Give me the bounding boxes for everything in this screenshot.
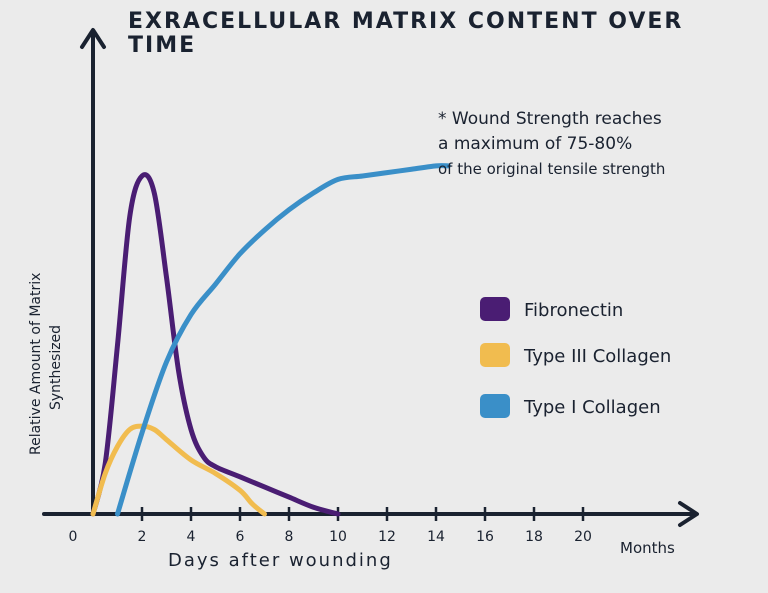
x-tick-label: 10 [329,529,347,545]
legend-item-type-i-collagen: Type I Collagen [480,394,661,418]
series-lines [90,163,451,517]
x-ticks: 0 2 4 6 8 10 12 14 16 18 20 [69,507,592,545]
x-tick-label: 18 [525,529,543,545]
legend-swatch-type-iii-collagen [480,343,510,367]
annotation-line-3: of the original tensile strength [438,160,665,178]
legend-label-fibronectin: Fibronectin [524,300,623,321]
legend-item-type-iii-collagen: Type III Collagen [480,343,671,367]
x-axis-label: Days after wounding [168,550,393,571]
legend-label-type-i-collagen: Type I Collagen [523,397,661,418]
chart-title-line-2: TIME [128,33,196,58]
chart-title-line-1: EXRACELLULAR MATRIX CONTENT OVER [128,9,683,34]
x-tick-label: 14 [427,529,445,545]
x-tick-label: 8 [285,529,294,545]
y-axis [80,28,106,516]
series-line-type-i-collagen [115,163,451,517]
x-tick-label: 20 [574,529,592,545]
x-tick-label: 6 [236,529,245,545]
y-axis-label-line-2: Synthesized [48,325,64,410]
x-tick-label: 12 [378,529,396,545]
annotation-line-2: a maximum of 75-80% [438,134,632,154]
annotation-line-1: * Wound Strength reaches [438,109,662,129]
y-axis-label-line-1: Relative Amount of Matrix [28,273,44,455]
x-tick-label: 2 [138,529,147,545]
series-line-type-iii-collagen [90,423,267,517]
series-line-fibronectin [90,172,341,517]
x-axis-months-label: Months [620,539,675,557]
x-tick-label: 16 [476,529,494,545]
legend-label-type-iii-collagen: Type III Collagen [523,346,671,367]
legend-swatch-type-i-collagen [480,394,510,418]
x-tick-label: 0 [69,529,78,545]
legend-swatch-fibronectin [480,297,510,321]
x-tick-label: 4 [187,529,196,545]
legend-item-fibronectin: Fibronectin [480,297,623,321]
legend: Fibronectin Type III Collagen Type I Col… [480,297,671,418]
